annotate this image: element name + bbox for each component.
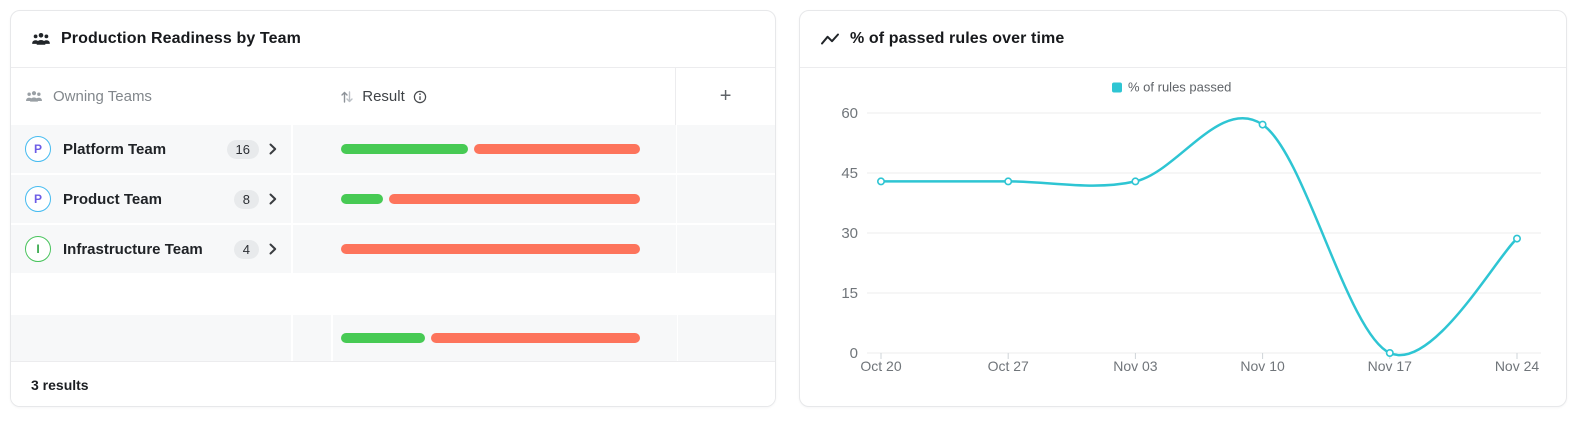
y-axis-label: 0 — [850, 345, 858, 362]
chart-area: % of rules passed 0 15 30 45 60 Oct 20 Oct 27 No… — [800, 68, 1566, 406]
add-column-button[interactable]: + — [675, 68, 775, 125]
x-axis-label: Oct 27 — [988, 358, 1029, 374]
x-axis-label: Nov 17 — [1368, 358, 1413, 374]
production-readiness-card: Production Readiness by Team Owning Team… — [10, 10, 776, 407]
passed-bar — [341, 144, 468, 154]
team-name: Infrastructure Team — [63, 240, 203, 258]
x-axis-label: Nov 03 — [1113, 358, 1158, 374]
info-icon[interactable] — [413, 90, 427, 104]
y-axis-label: 15 — [841, 285, 858, 302]
sort-arrows-icon[interactable] — [340, 89, 354, 105]
empty-cell — [677, 225, 775, 273]
data-point[interactable] — [1385, 348, 1394, 357]
passed-rules-chart-card: % of passed rules over time % of rules p… — [799, 10, 1567, 407]
summary-result-cell — [333, 315, 677, 361]
data-point[interactable] — [1512, 234, 1521, 243]
team-name: Product Team — [63, 190, 162, 208]
chevron-right-icon[interactable] — [269, 143, 277, 155]
owning-teams-column-header[interactable]: Owning Teams — [11, 68, 290, 125]
table-row[interactable]: I Infrastructure Team 4 — [11, 225, 775, 273]
failed-bar — [389, 194, 640, 204]
legend-label: % of rules passed — [1128, 80, 1231, 95]
team-icon — [25, 90, 43, 104]
y-axis-label: 45 — [841, 165, 858, 182]
table-row[interactable]: P Platform Team 16 — [11, 125, 775, 173]
y-axis-label: 30 — [841, 225, 858, 242]
team-avatar: P — [25, 136, 51, 162]
x-axis-label: Oct 20 — [860, 358, 901, 374]
result-label: Result — [362, 88, 405, 105]
summary-empty-cell — [11, 315, 291, 361]
y-axis-label: 60 — [841, 105, 858, 122]
legend-swatch — [1112, 82, 1122, 93]
passed-bar — [341, 194, 383, 204]
table-body: P Platform Team 16 P Product Team 8 I Infrastru… — [11, 125, 775, 273]
plus-icon: + — [719, 85, 732, 107]
rule-count-badge: 4 — [233, 239, 259, 259]
failed-bar — [474, 144, 640, 154]
summary-empty-cell — [678, 315, 775, 361]
team-name: Platform Team — [63, 140, 167, 158]
empty-cell — [677, 175, 775, 223]
failed-bar — [431, 333, 640, 343]
card-header: Production Readiness by Team — [11, 11, 775, 68]
owning-teams-label: Owning Teams — [53, 88, 152, 105]
result-bars — [341, 144, 640, 154]
chevron-right-icon[interactable] — [269, 193, 277, 205]
table-row[interactable]: P Product Team 8 — [11, 175, 775, 223]
x-axis-label: Nov 10 — [1240, 358, 1285, 374]
failed-bar — [341, 244, 640, 254]
result-cell — [293, 175, 676, 223]
passed-bar — [341, 333, 425, 343]
spacer-row — [11, 275, 775, 315]
team-cell[interactable]: P Product Team 8 — [11, 175, 291, 223]
card-header: % of passed rules over time — [800, 11, 1566, 68]
card-title: % of passed rules over time — [850, 30, 1065, 47]
card-title: Production Readiness by Team — [61, 30, 301, 47]
table-header: Owning Teams Result + — [11, 68, 775, 125]
result-bars — [341, 244, 640, 254]
series-line — [879, 116, 1519, 357]
empty-cell — [677, 125, 775, 173]
rule-count-badge: 8 — [233, 189, 259, 209]
passed-rules-line-chart: % of rules passed 0 15 30 45 60 Oct 20 Oct 27 No… — [841, 80, 1541, 374]
table-footer: 3 results — [11, 361, 775, 406]
result-column-header[interactable]: Result — [290, 68, 675, 125]
team-cell[interactable]: I Infrastructure Team 4 — [11, 225, 291, 273]
team-cell[interactable]: P Platform Team 16 — [11, 125, 291, 173]
data-point[interactable] — [1131, 177, 1140, 186]
data-point[interactable] — [1258, 120, 1267, 129]
team-avatar: P — [25, 186, 51, 212]
results-count: 3 results — [31, 376, 89, 393]
x-axis-label: Nov 24 — [1495, 358, 1540, 374]
chevron-right-icon[interactable] — [269, 243, 277, 255]
trend-line-icon — [820, 31, 840, 47]
result-cell — [293, 125, 676, 173]
result-bars — [341, 333, 640, 343]
data-point[interactable] — [877, 177, 886, 186]
summary-empty-cell — [293, 315, 331, 361]
rule-count-badge: 16 — [226, 139, 259, 159]
summary-row — [11, 315, 775, 361]
result-bars — [341, 194, 640, 204]
team-avatar: I — [25, 236, 51, 262]
result-cell — [293, 225, 676, 273]
team-icon — [31, 32, 51, 47]
data-point[interactable] — [1004, 177, 1013, 186]
